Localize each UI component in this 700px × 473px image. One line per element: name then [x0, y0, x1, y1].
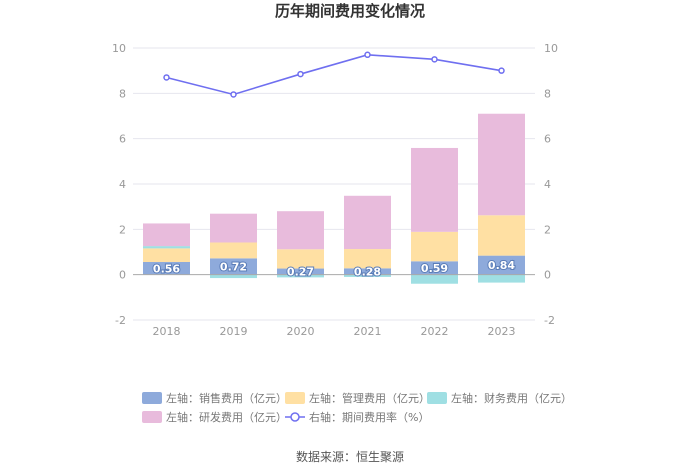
y-tick-label-right: 4 — [544, 178, 551, 191]
legend-label: 左轴：销售费用（亿元） — [166, 391, 287, 405]
bar-segment-s2 — [210, 274, 257, 279]
data-label: 0.59 — [421, 262, 448, 275]
bar-segment-s3 — [478, 113, 525, 216]
y-tick-label-left: 8 — [119, 87, 126, 100]
legend-swatch — [285, 392, 305, 404]
rate-line-point — [431, 56, 438, 63]
bar-segment-s0 — [344, 268, 391, 275]
legend-label: 左轴：研发费用（亿元） — [166, 410, 287, 424]
rate-line-point — [364, 51, 371, 59]
y-tick-label-left: 0 — [119, 269, 126, 282]
bar-segment-s0 — [411, 261, 458, 275]
legend: 左轴：销售费用（亿元） 左轴：管理费用（亿元） 左轴：财务费用（亿元） 左轴：研发费用… — [142, 391, 572, 424]
grid — [133, 47, 535, 321]
x-axis: 2018 2019 2020 2021 2022 2023 — [153, 325, 516, 338]
legend-line-marker — [290, 412, 300, 422]
y-axis-left: -2 0 2 4 6 8 10 — [112, 42, 126, 327]
y-tick-label-left: 4 — [119, 178, 126, 191]
x-tick-label: 2019 — [220, 325, 248, 338]
y-tick-label-right: 0 — [544, 269, 551, 282]
y-tick-label-right: -2 — [544, 314, 555, 327]
bar-segment-s0 — [478, 255, 525, 275]
legend-swatch — [427, 392, 447, 404]
legend-swatch — [142, 411, 162, 423]
bar-segment-s3 — [143, 223, 190, 247]
legend-label: 左轴：财务费用（亿元） — [451, 391, 572, 405]
bar-segment-s0 — [210, 258, 257, 275]
y-tick-label-left: -2 — [115, 314, 126, 327]
data-label: 0.72 — [220, 261, 247, 274]
source-note: 数据来源：恒生聚源 — [296, 449, 404, 464]
bar-segment-s2 — [478, 274, 525, 283]
bar-segment-s0 — [143, 261, 190, 275]
bar-segment-s2 — [143, 246, 190, 249]
bar-segment-s3 — [277, 211, 324, 250]
bar-segment-s3 — [210, 213, 257, 243]
legend-label: 右轴：期间费用率（%） — [309, 410, 429, 424]
rate-line-path — [166, 53, 502, 96]
x-tick-label: 2023 — [488, 325, 516, 338]
y-tick-label-left: 10 — [112, 42, 126, 55]
bar-segment-s1 — [344, 249, 391, 269]
chart-title: 历年期间费用变化情况 — [275, 2, 425, 20]
bar-segment-s2 — [277, 274, 324, 278]
rate-line-point — [230, 91, 237, 98]
y-axis-right: -2 0 2 4 6 8 10 — [544, 42, 558, 327]
y-tick-label-right: 10 — [544, 42, 558, 55]
bar-segment-s1 — [210, 242, 257, 259]
rate-line-point — [498, 67, 505, 74]
y-tick-label-left: 6 — [119, 133, 126, 146]
rate-line — [163, 51, 505, 98]
data-label: 0.27 — [287, 266, 314, 279]
rate-line-point — [297, 70, 304, 78]
data-label: 0.56 — [153, 262, 180, 275]
data-label: 0.28 — [354, 265, 381, 278]
x-tick-label: 2018 — [153, 325, 181, 338]
bar-segment-s1 — [411, 231, 458, 262]
y-tick-label-left: 2 — [119, 223, 126, 236]
rate-line-point — [163, 74, 170, 81]
x-tick-label: 2020 — [287, 325, 315, 338]
bar-segment-s0 — [277, 268, 324, 275]
bar-segment-s1 — [478, 215, 525, 256]
data-labels: 0.56 0.72 0.27 0.28 0.59 0.84 — [152, 258, 516, 279]
bar-segment-s1 — [143, 248, 190, 262]
x-tick-label: 2022 — [421, 325, 449, 338]
y-tick-label-right: 2 — [544, 223, 551, 236]
x-tick-label: 2021 — [354, 325, 382, 338]
bar-segment-s3 — [411, 147, 458, 232]
bar-segment-s1 — [277, 249, 324, 269]
bar-segment-s2 — [411, 274, 458, 284]
legend-label: 左轴：管理费用（亿元） — [309, 391, 430, 405]
data-label: 0.84 — [488, 259, 515, 272]
y-tick-label-right: 8 — [544, 87, 551, 100]
y-tick-label-right: 6 — [544, 133, 551, 146]
bar-segment-s3 — [344, 195, 391, 250]
bar-segment-s2 — [344, 274, 391, 277]
bars — [143, 113, 525, 284]
legend-swatch — [142, 392, 162, 404]
